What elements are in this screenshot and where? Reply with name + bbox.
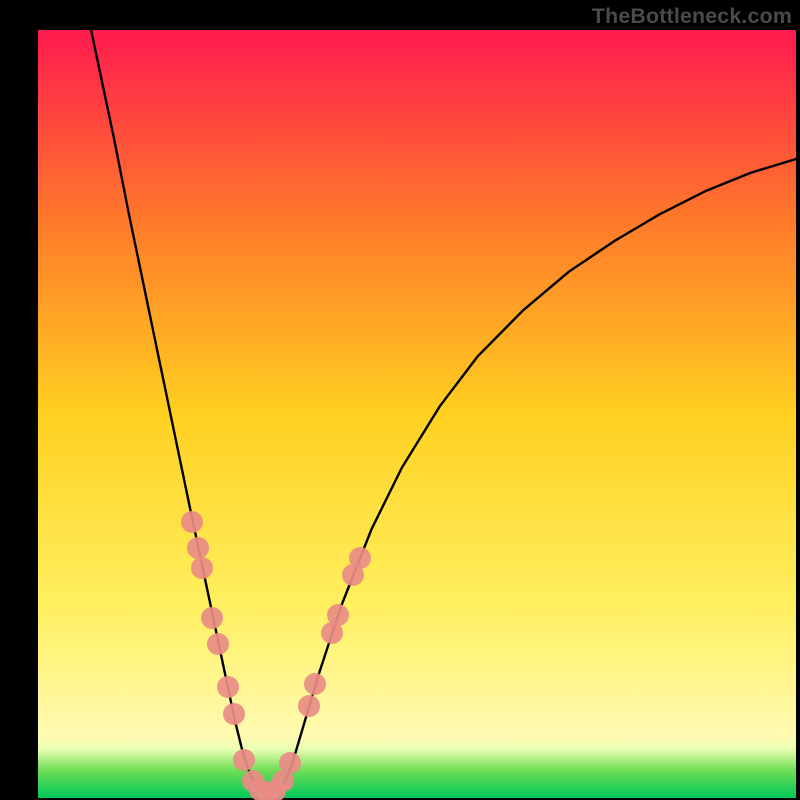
data-marker	[201, 607, 223, 629]
data-marker	[217, 676, 239, 698]
data-marker	[223, 703, 245, 725]
plot-area	[38, 30, 796, 798]
bottleneck-curve	[38, 30, 796, 798]
data-marker	[233, 749, 255, 771]
data-marker	[279, 752, 301, 774]
data-marker	[327, 604, 349, 626]
data-marker	[298, 695, 320, 717]
data-marker	[181, 511, 203, 533]
data-marker	[191, 557, 213, 579]
curve-path	[91, 30, 796, 793]
data-marker	[349, 547, 371, 569]
watermark-text: TheBottleneck.com	[592, 4, 792, 29]
data-marker	[304, 673, 326, 695]
data-marker	[207, 633, 229, 655]
chart-frame: TheBottleneck.com	[0, 0, 800, 800]
